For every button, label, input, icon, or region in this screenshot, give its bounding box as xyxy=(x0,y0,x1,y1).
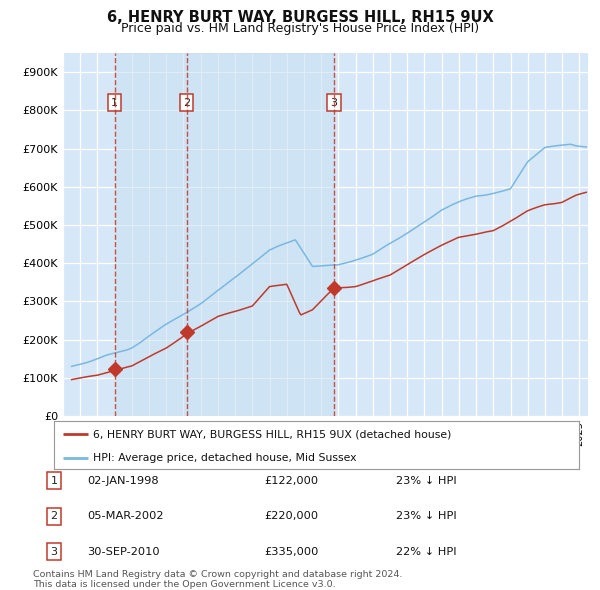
Text: 6, HENRY BURT WAY, BURGESS HILL, RH15 9UX (detached house): 6, HENRY BURT WAY, BURGESS HILL, RH15 9U… xyxy=(94,429,452,439)
Text: 1: 1 xyxy=(50,476,58,486)
Text: 3: 3 xyxy=(331,98,338,108)
Text: 2: 2 xyxy=(50,512,58,521)
Text: HPI: Average price, detached house, Mid Sussex: HPI: Average price, detached house, Mid … xyxy=(94,453,357,463)
Text: 23% ↓ HPI: 23% ↓ HPI xyxy=(396,512,457,521)
Bar xyxy=(187,53,334,416)
Text: £335,000: £335,000 xyxy=(264,547,319,556)
Text: £220,000: £220,000 xyxy=(264,512,318,521)
Text: 23% ↓ HPI: 23% ↓ HPI xyxy=(396,476,457,486)
Text: £122,000: £122,000 xyxy=(264,476,318,486)
Text: This data is licensed under the Open Government Licence v3.0.: This data is licensed under the Open Gov… xyxy=(33,579,335,589)
Text: 2: 2 xyxy=(183,98,190,108)
Text: Contains HM Land Registry data © Crown copyright and database right 2024.: Contains HM Land Registry data © Crown c… xyxy=(33,570,403,579)
Text: 30-SEP-2010: 30-SEP-2010 xyxy=(87,547,160,556)
Text: 1: 1 xyxy=(111,98,118,108)
Text: 6, HENRY BURT WAY, BURGESS HILL, RH15 9UX: 6, HENRY BURT WAY, BURGESS HILL, RH15 9U… xyxy=(107,10,493,25)
Text: 02-JAN-1998: 02-JAN-1998 xyxy=(87,476,158,486)
Bar xyxy=(115,53,187,416)
Text: 22% ↓ HPI: 22% ↓ HPI xyxy=(396,547,457,556)
Text: 3: 3 xyxy=(50,547,58,556)
Text: 05-MAR-2002: 05-MAR-2002 xyxy=(87,512,163,521)
Text: Price paid vs. HM Land Registry's House Price Index (HPI): Price paid vs. HM Land Registry's House … xyxy=(121,22,479,35)
